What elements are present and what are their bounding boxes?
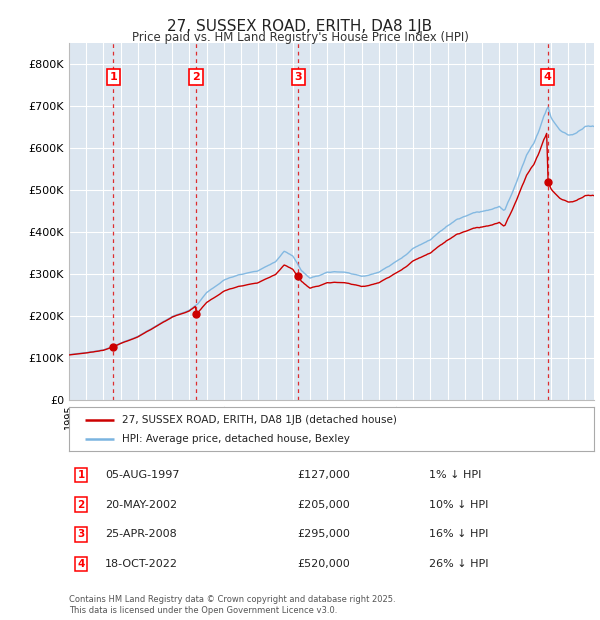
Text: 27, SUSSEX ROAD, ERITH, DA8 1JB (detached house): 27, SUSSEX ROAD, ERITH, DA8 1JB (detache… — [121, 415, 397, 425]
Text: 2: 2 — [192, 73, 200, 82]
Text: £295,000: £295,000 — [297, 529, 350, 539]
Text: £127,000: £127,000 — [297, 470, 350, 480]
Text: £205,000: £205,000 — [297, 500, 350, 510]
Text: 16% ↓ HPI: 16% ↓ HPI — [429, 529, 488, 539]
Text: 3: 3 — [77, 529, 85, 539]
Text: 10% ↓ HPI: 10% ↓ HPI — [429, 500, 488, 510]
Text: 27, SUSSEX ROAD, ERITH, DA8 1JB: 27, SUSSEX ROAD, ERITH, DA8 1JB — [167, 19, 433, 33]
Text: 25-APR-2008: 25-APR-2008 — [105, 529, 177, 539]
Text: Contains HM Land Registry data © Crown copyright and database right 2025.
This d: Contains HM Land Registry data © Crown c… — [69, 595, 395, 614]
Text: £520,000: £520,000 — [297, 559, 350, 569]
Text: 4: 4 — [77, 559, 85, 569]
Text: 05-AUG-1997: 05-AUG-1997 — [105, 470, 179, 480]
Text: 1: 1 — [77, 470, 85, 480]
Text: 20-MAY-2002: 20-MAY-2002 — [105, 500, 177, 510]
Text: 2: 2 — [77, 500, 85, 510]
Text: Price paid vs. HM Land Registry's House Price Index (HPI): Price paid vs. HM Land Registry's House … — [131, 31, 469, 44]
Text: 1% ↓ HPI: 1% ↓ HPI — [429, 470, 481, 480]
Text: HPI: Average price, detached house, Bexley: HPI: Average price, detached house, Bexl… — [121, 434, 349, 444]
Text: 26% ↓ HPI: 26% ↓ HPI — [429, 559, 488, 569]
Text: 1: 1 — [110, 73, 117, 82]
Text: 18-OCT-2022: 18-OCT-2022 — [105, 559, 178, 569]
Text: 3: 3 — [295, 73, 302, 82]
Text: 4: 4 — [544, 73, 551, 82]
